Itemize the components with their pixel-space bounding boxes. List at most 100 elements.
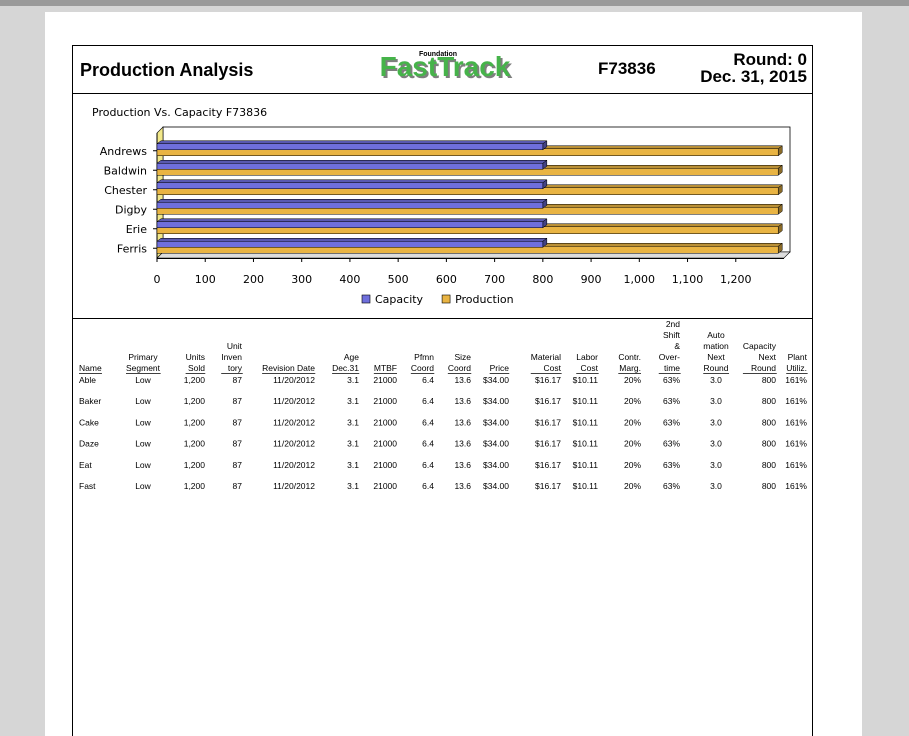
cell: 1,200 — [184, 439, 206, 449]
cell: 13.6 — [454, 417, 471, 427]
cell: 800 — [762, 481, 776, 491]
cell: 800 — [762, 460, 776, 470]
y-tick-label: Digby — [115, 203, 147, 216]
cell: $10.11 — [573, 375, 599, 385]
cell: 161% — [785, 460, 807, 470]
logo-small: Foundation — [419, 51, 457, 58]
cell: 63% — [663, 460, 680, 470]
x-tick-label: 600 — [436, 273, 457, 286]
round: Round: 0 — [733, 50, 807, 69]
x-tick-label: 300 — [291, 273, 312, 286]
column-header: Cost — [581, 363, 599, 373]
cell: 87 — [233, 460, 243, 470]
bar-top — [156, 218, 548, 222]
cell: 63% — [663, 481, 680, 491]
cell: 13.6 — [454, 375, 471, 385]
cell: Low — [135, 439, 151, 449]
cell: Baker — [79, 396, 101, 406]
cell: 1,200 — [184, 481, 206, 491]
cell: 6.4 — [422, 481, 434, 491]
cell: 20% — [624, 417, 641, 427]
column-header: Material — [531, 352, 561, 362]
cell: 1,200 — [184, 460, 206, 470]
x-tick-label: 1,200 — [720, 273, 752, 286]
bar — [156, 163, 544, 170]
column-header: Segment — [126, 363, 161, 373]
cell: Low — [135, 417, 151, 427]
cell: 21000 — [373, 417, 397, 427]
cell: 63% — [663, 417, 680, 427]
cell: 11/20/2012 — [273, 396, 315, 406]
cell: 87 — [233, 417, 243, 427]
cell: 3.1 — [347, 460, 359, 470]
column-header: Size — [454, 352, 471, 362]
cell: Eat — [79, 460, 92, 470]
bar — [156, 241, 544, 248]
cell: 20% — [624, 375, 641, 385]
cell: 20% — [624, 439, 641, 449]
cell: 13.6 — [454, 396, 471, 406]
cell: Low — [135, 396, 151, 406]
cell: 87 — [233, 439, 243, 449]
column-header: MTBF — [374, 363, 397, 373]
column-header: Sold — [188, 363, 205, 373]
bar — [156, 182, 544, 189]
chart: 0 100 200 300 400 500 600 700 800 900 1,000 1,100 1,… — [100, 126, 791, 306]
x-tick-label: 200 — [243, 273, 264, 286]
cell: 11/20/2012 — [273, 417, 315, 427]
top-bar — [0, 0, 909, 6]
cell: 161% — [785, 396, 807, 406]
bar-top — [156, 140, 548, 144]
cell: 3.1 — [347, 396, 359, 406]
y-tick-label: Chester — [104, 184, 147, 197]
cell: $34.00 — [483, 396, 509, 406]
cell: 11/20/2012 — [273, 375, 315, 385]
cell: 3.0 — [710, 439, 722, 449]
column-header: Auto — [707, 330, 725, 340]
column-header: Round — [703, 363, 728, 373]
cell: 3.0 — [710, 396, 722, 406]
cell: 13.6 — [454, 460, 471, 470]
bar-top — [156, 179, 548, 183]
cell: 800 — [762, 396, 776, 406]
column-header: Inven — [221, 352, 242, 362]
cell: 11/20/2012 — [273, 481, 315, 491]
cell: 13.6 — [454, 481, 471, 491]
company: F73836 — [598, 59, 656, 78]
cell: $34.00 — [483, 481, 509, 491]
cell: $16.17 — [535, 417, 561, 427]
cell: 161% — [785, 417, 807, 427]
column-header: Labor — [576, 352, 598, 362]
cell: Low — [135, 460, 151, 470]
cell: 87 — [233, 375, 243, 385]
cell: $16.17 — [535, 396, 561, 406]
cell: 20% — [624, 481, 641, 491]
y-tick-label: Baldwin — [104, 164, 147, 177]
cell: $16.17 — [535, 375, 561, 385]
cell: 1,200 — [184, 396, 206, 406]
cell: 1,200 — [184, 375, 206, 385]
cell: Low — [135, 375, 151, 385]
cell: 63% — [663, 439, 680, 449]
legend-swatch — [361, 294, 371, 304]
cell: 1,200 — [184, 417, 206, 427]
cell: 3.0 — [710, 417, 722, 427]
column-header: Price — [490, 363, 510, 373]
legend-label: Capacity — [375, 293, 424, 306]
column-header: Coord — [448, 363, 471, 373]
bar — [156, 143, 544, 150]
cell: $34.00 — [483, 417, 509, 427]
cell: 21000 — [373, 396, 397, 406]
cell: 6.4 — [422, 375, 434, 385]
cell: $10.11 — [573, 439, 599, 449]
cell: 6.4 — [422, 396, 434, 406]
cell: 3.0 — [710, 460, 722, 470]
y-tick-label: Andrews — [100, 145, 148, 158]
x-tick-label: 1,000 — [624, 273, 656, 286]
cell: 6.4 — [422, 439, 434, 449]
bar-top — [156, 199, 548, 203]
cell: $10.11 — [573, 396, 599, 406]
legend-label: Production — [455, 293, 514, 306]
column-header: Utiliz. — [786, 363, 807, 373]
